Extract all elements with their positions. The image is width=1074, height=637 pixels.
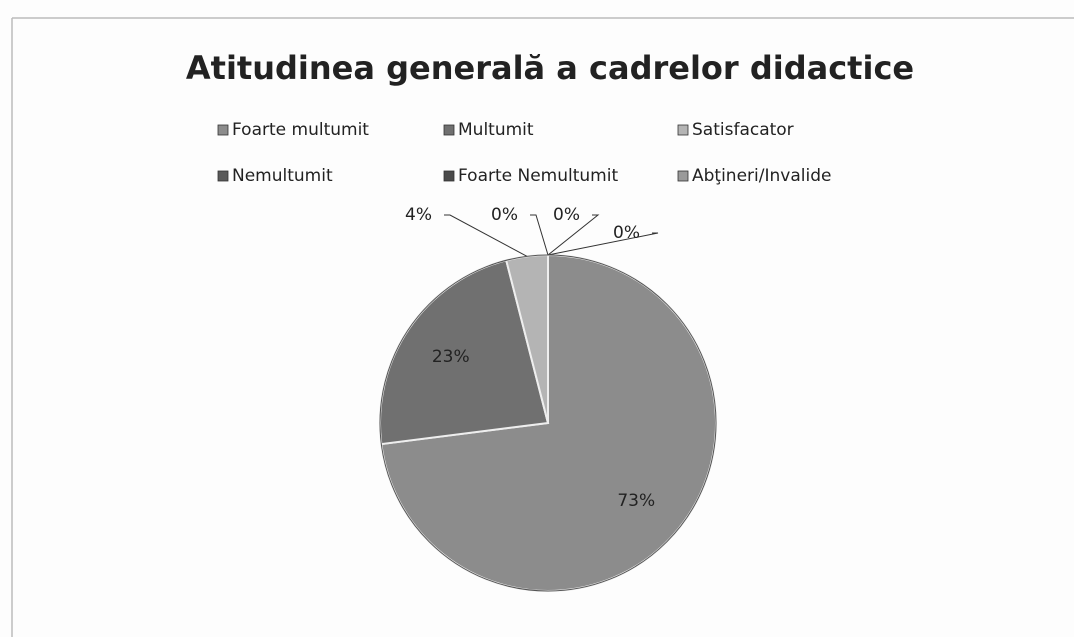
legend-label: Abţineri/Invalide	[692, 166, 831, 186]
data-label: 0%	[553, 205, 580, 225]
legend-swatch	[443, 170, 455, 182]
data-label: 23%	[432, 347, 470, 367]
leader-line	[547, 214, 600, 256]
leader-line	[444, 214, 528, 257]
legend-label: Foarte multumit	[232, 120, 369, 140]
leader-line	[530, 214, 549, 256]
pie-outline	[379, 254, 717, 592]
chart-title: Atitudinea generală a cadrelor didactice	[186, 49, 914, 87]
data-label: 4%	[405, 205, 432, 225]
legend-swatch	[217, 124, 229, 136]
legend-label: Satisfacator	[692, 120, 794, 140]
legend-label: Nemultumit	[232, 166, 333, 186]
data-label: 73%	[617, 491, 655, 511]
legend-label: Multumit	[458, 120, 534, 140]
legend-swatch	[677, 170, 689, 182]
legend-swatch	[677, 124, 689, 136]
data-label: 0%	[613, 223, 640, 243]
data-label: 0%	[491, 205, 518, 225]
leader-line	[547, 232, 659, 256]
legend-label: Foarte Nemultumit	[458, 166, 618, 186]
legend-swatch	[217, 170, 229, 182]
legend-swatch	[443, 124, 455, 136]
